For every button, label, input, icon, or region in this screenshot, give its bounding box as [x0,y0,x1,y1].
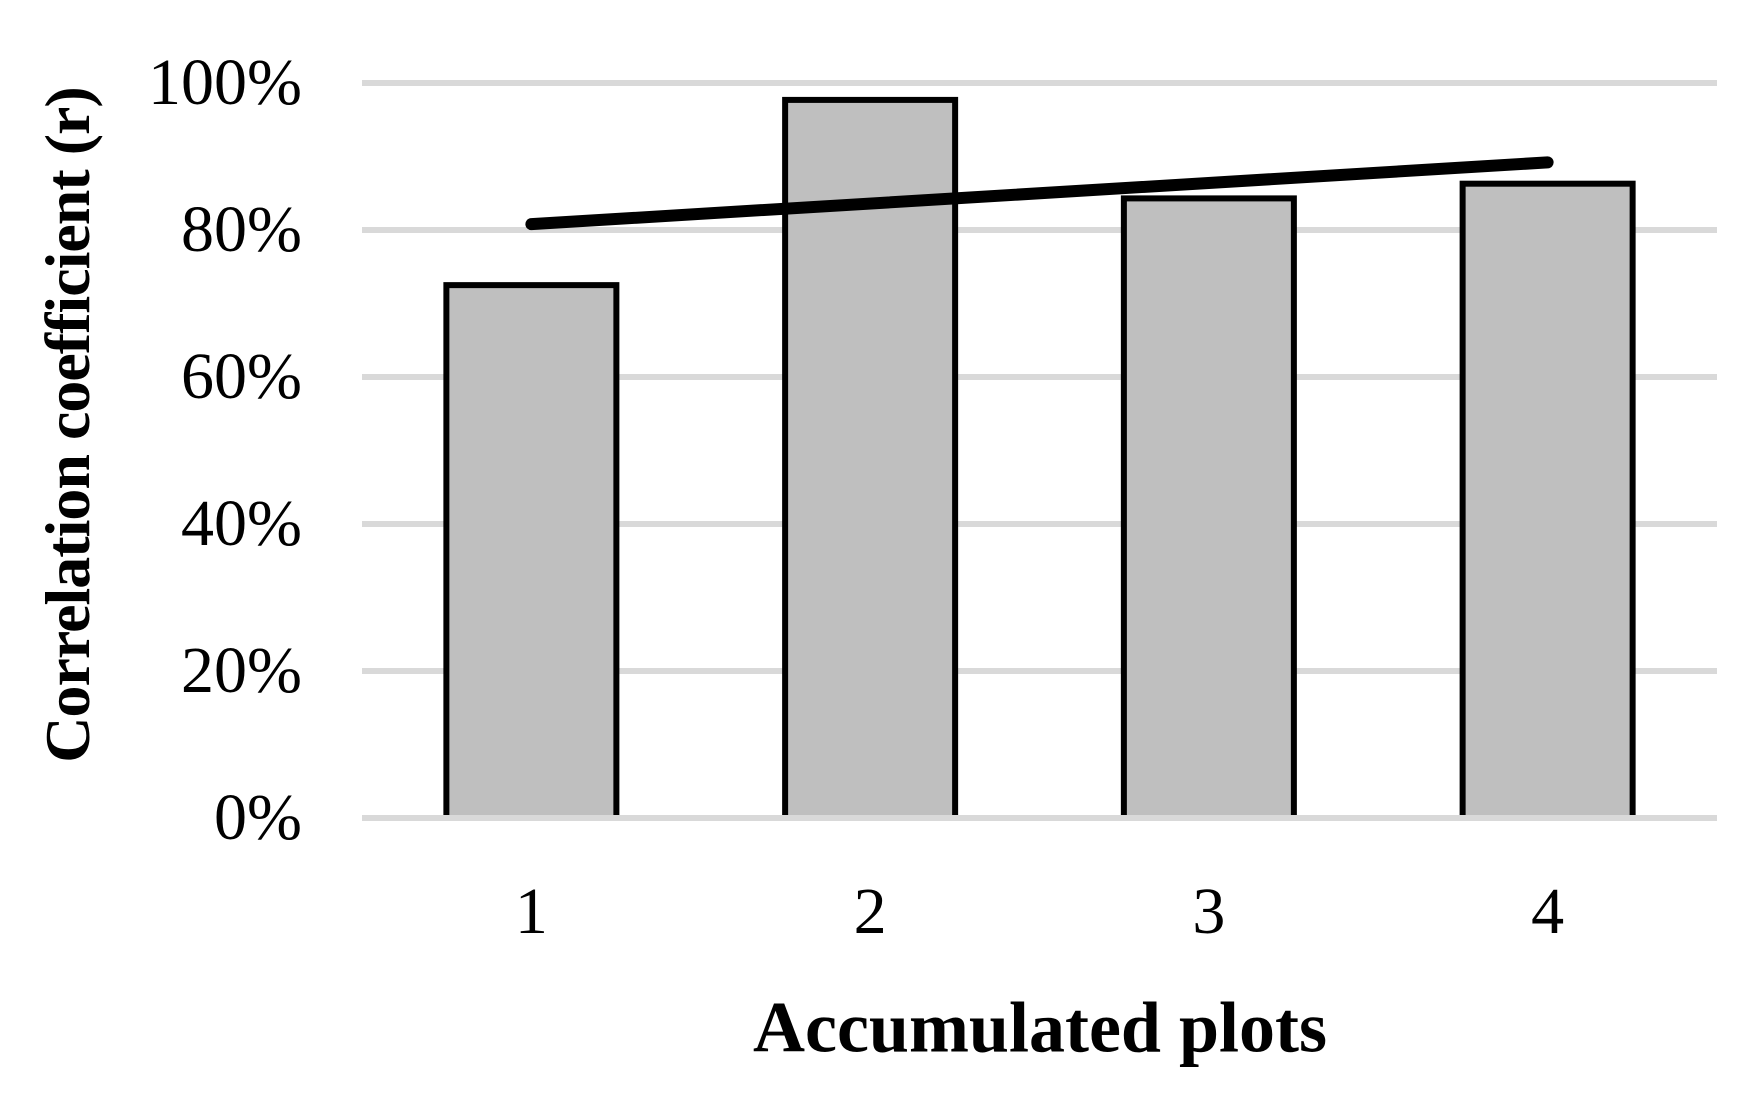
gridline-40% [362,521,1717,527]
gridline-100% [362,80,1717,86]
y-tick-label-80%: 80% [181,193,302,266]
gridline-60% [362,374,1717,380]
x-tick-label-4: 4 [1531,875,1565,948]
bar-category-1 [443,282,620,821]
bar-category-3 [1120,195,1297,821]
x-tick-label-3: 3 [1192,875,1226,948]
trend-line [525,156,1554,231]
x-tick-label-1: 1 [514,875,548,948]
x-axis-title: Accumulated plots [753,987,1327,1068]
y-tick-label-40%: 40% [181,487,302,560]
baseline-gridline [362,815,1717,821]
bar-category-2 [782,96,959,821]
gridline-20% [362,668,1717,674]
gridline-80% [362,227,1717,233]
y-tick-label-100%: 100% [148,46,302,119]
bar-category-4 [1459,180,1636,821]
x-tick-label-2: 2 [853,875,887,948]
y-tick-label-20%: 20% [181,634,302,707]
y-tick-label-60%: 60% [181,340,302,413]
y-tick-label-0%: 0% [214,781,302,854]
